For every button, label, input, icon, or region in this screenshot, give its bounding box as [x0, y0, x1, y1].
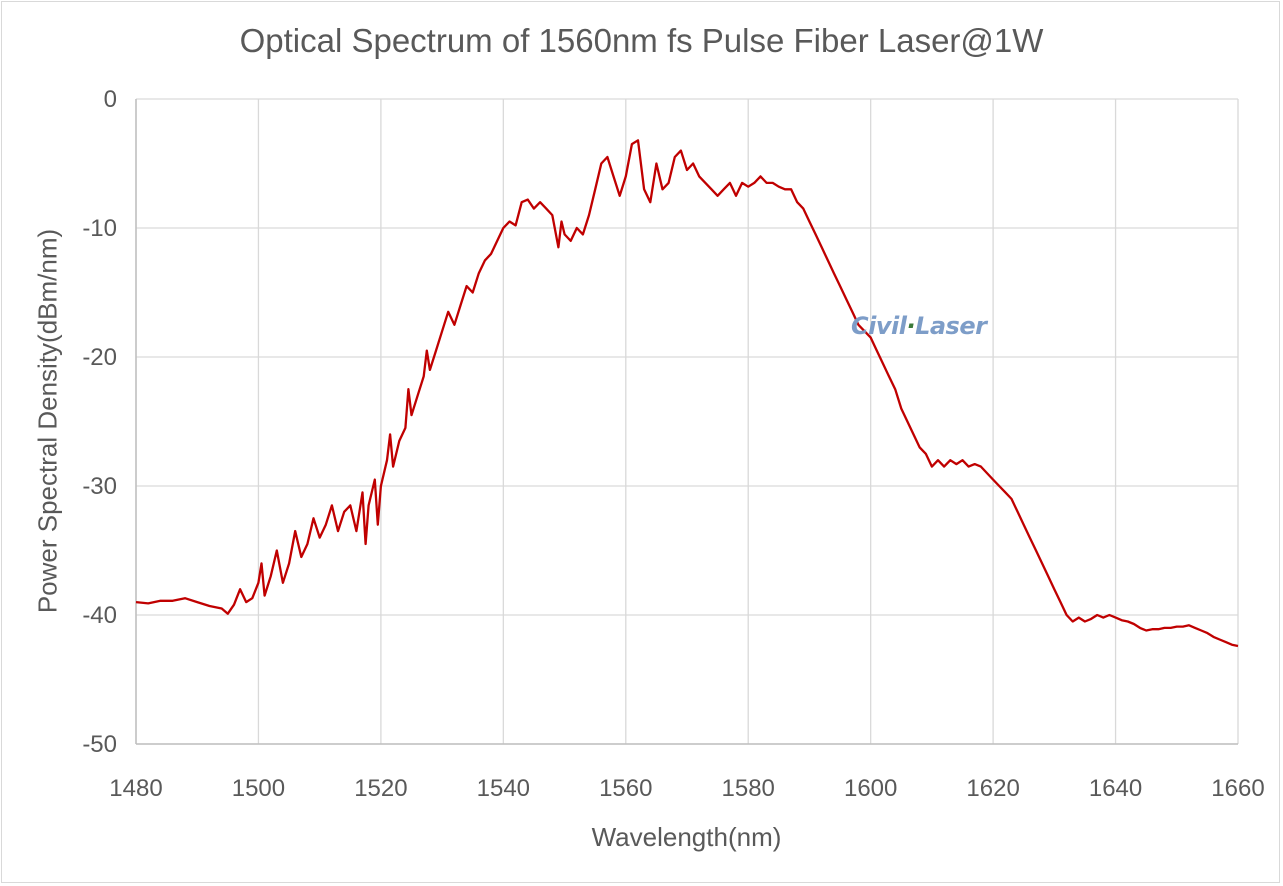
x-tick-label: 1500 [232, 775, 285, 802]
y-tick-label: 0 [104, 86, 117, 113]
x-tick-labels: 1480 1500 1520 1540 1560 1580 1600 1620 1640 1660 [109, 775, 1264, 802]
y-tick-label: -20 [82, 344, 117, 371]
axes [135, 99, 1238, 745]
watermark-logo: Civil·Laser [851, 312, 987, 340]
x-tick-label: 1560 [599, 775, 652, 802]
x-tick-label: 1480 [109, 775, 162, 802]
x-tick-label: 1620 [966, 775, 1019, 802]
x-tick-label: 1580 [722, 775, 775, 802]
y-tick-label: -10 [82, 215, 117, 242]
x-tick-label: 1540 [477, 775, 530, 802]
series-line [135, 139, 1239, 648]
x-tick-label: 1520 [354, 775, 407, 802]
y-tick-label: -50 [82, 731, 117, 758]
gridlines [135, 98, 1239, 745]
x-axis-label: Wavelength(nm) [591, 822, 782, 852]
y-tick-labels: 0 -10 -20 -30 -40 -50 [82, 86, 117, 758]
x-tick-label: 1600 [844, 775, 897, 802]
x-tick-label: 1640 [1089, 775, 1142, 802]
y-tick-label: -30 [82, 473, 117, 500]
series-group [135, 139, 1239, 648]
y-tick-label: -40 [82, 602, 117, 629]
x-tick-label: 1660 [1211, 775, 1264, 802]
chart-title: Optical Spectrum of 1560nm fs Pulse Fibe… [239, 22, 1044, 59]
